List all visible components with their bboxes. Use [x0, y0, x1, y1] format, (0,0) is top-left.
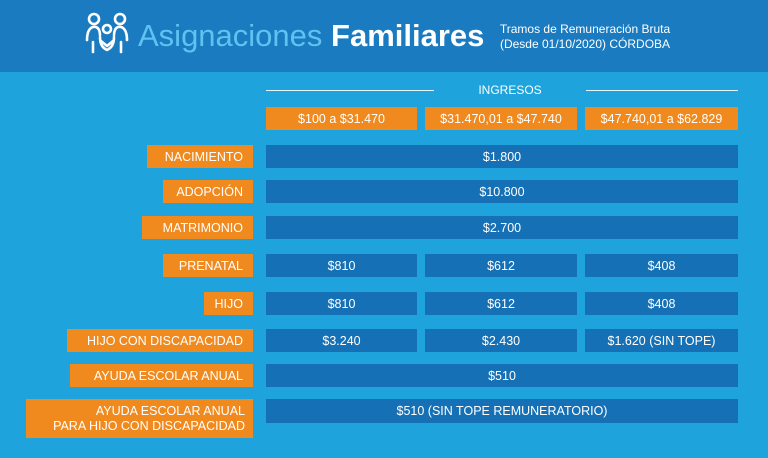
family-icon	[85, 12, 129, 54]
row-label-ayuda-escolar-discapacidad: AYUDA ESCOLAR ANUAL PARA HIJO CON DISCAP…	[26, 399, 253, 438]
header-bar: Asignaciones Familiares Tramos de Remune…	[0, 0, 768, 72]
ingresos-label: INGRESOS	[478, 83, 542, 97]
row-label-adopcion: ADOPCIÓN	[163, 180, 253, 203]
bracket-header-3: $47.740,01 a $62.829	[585, 107, 738, 130]
title-light: Asignaciones	[138, 18, 323, 53]
hijo-value-1: $810	[266, 292, 417, 315]
row-value-matrimonio: $2.700	[266, 216, 738, 239]
hijo-value-3: $408	[585, 292, 738, 315]
row-label-hijo: HIJO	[204, 292, 253, 315]
subtitle: Tramos de Remuneración Bruta (Desde 01/1…	[480, 22, 690, 52]
row-label-nacimiento: NACIMIENTO	[147, 145, 253, 168]
hijo-discapacidad-value-2: $2.430	[425, 329, 577, 352]
row-value-ayuda-escolar-discapacidad: $510 (SIN TOPE REMUNERATORIO)	[266, 399, 738, 423]
ingresos-divider-left	[266, 90, 434, 91]
page-title: Asignaciones Familiares	[138, 18, 484, 54]
label-line-2: PARA HIJO CON DISCAPACIDAD	[53, 418, 245, 433]
ingresos-divider-right	[586, 90, 738, 91]
hijo-value-2: $612	[425, 292, 577, 315]
title-bold: Familiares	[331, 18, 485, 53]
prenatal-value-3: $408	[585, 254, 738, 277]
prenatal-value-2: $612	[425, 254, 577, 277]
row-label-matrimonio: MATRIMONIO	[142, 216, 253, 239]
row-label-hijo-discapacidad: HIJO CON DISCAPACIDAD	[67, 329, 253, 352]
hijo-discapacidad-value-3: $1.620 (SIN TOPE)	[585, 329, 738, 352]
subtitle-line-2: (Desde 01/10/2020) CÓRDOBA	[499, 37, 671, 51]
hijo-discapacidad-value-1: $3.240	[266, 329, 417, 352]
bracket-header-2: $31.470,01 a $47.740	[425, 107, 577, 130]
row-value-ayuda-escolar: $510	[266, 364, 738, 387]
row-value-adopcion: $10.800	[266, 180, 738, 203]
subtitle-line-1: Tramos de Remuneración Bruta	[499, 22, 671, 36]
prenatal-value-1: $810	[266, 254, 417, 277]
row-value-nacimiento: $1.800	[266, 145, 738, 168]
bracket-header-1: $100 a $31.470	[266, 107, 417, 130]
label-line-1: AYUDA ESCOLAR ANUAL	[95, 403, 245, 418]
row-label-ayuda-escolar: AYUDA ESCOLAR ANUAL	[70, 364, 253, 387]
row-label-prenatal: PRENATAL	[163, 254, 253, 277]
